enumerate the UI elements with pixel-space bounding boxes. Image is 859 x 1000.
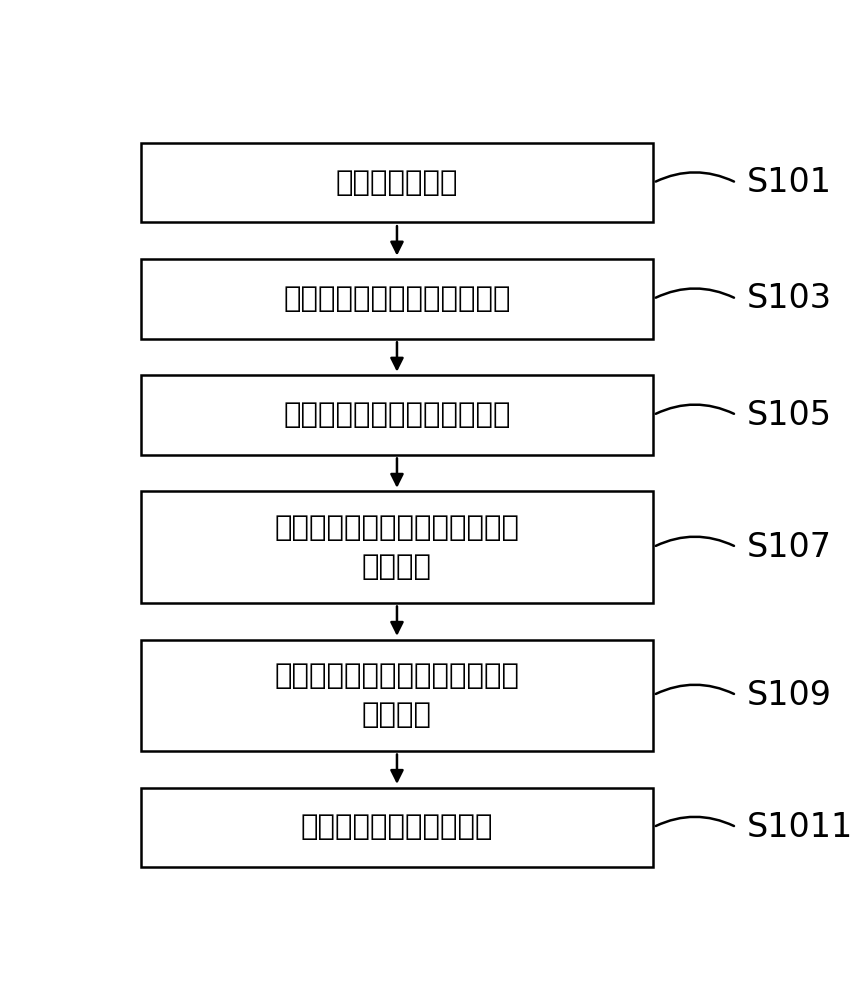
Text: 拉伸第一夹具和第二夹具: 拉伸第一夹具和第二夹具 [301,813,493,841]
Text: S1011: S1011 [746,811,853,844]
Text: S109: S109 [746,679,832,712]
Text: S105: S105 [746,399,832,432]
Bar [141,788,653,867]
Text: S103: S103 [746,282,832,315]
Text: 将第一加强部连接于夹芯结构和
第一夹具: 将第一加强部连接于夹芯结构和 第一夹具 [275,514,520,581]
Bar [141,375,653,455]
Text: 形成一夹芯结构: 形成一夹芯结构 [336,169,458,197]
Bar [141,640,653,751]
Bar [141,491,653,603]
Text: 将第二加强部连接于夹芯结构和
第二夹具: 将第二加强部连接于夹芯结构和 第二夹具 [275,662,520,729]
Text: 将第二夹具与第二端面相对接: 将第二夹具与第二端面相对接 [283,401,511,429]
Bar [141,143,653,222]
Text: S107: S107 [746,531,832,564]
Bar [141,259,653,339]
Text: 将第一夹具与第一端面相对接: 将第一夹具与第一端面相对接 [283,285,511,313]
Text: S101: S101 [746,166,832,199]
